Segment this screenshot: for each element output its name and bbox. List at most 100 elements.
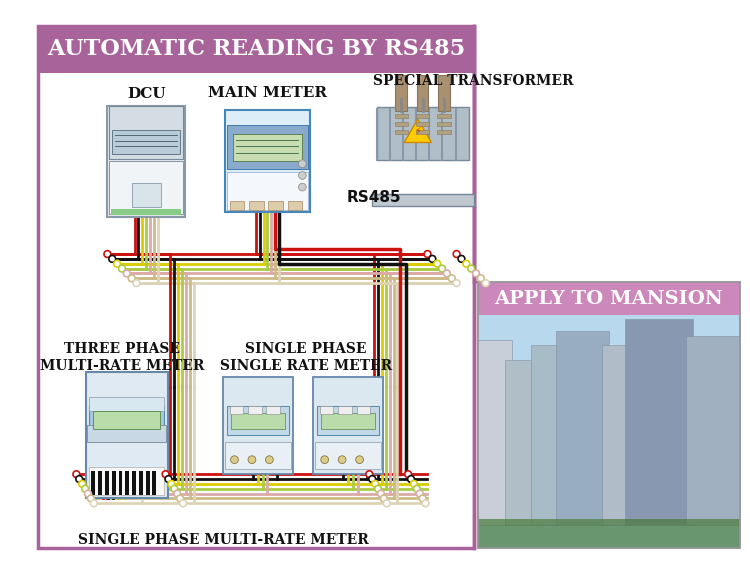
Bar xyxy=(225,110,310,212)
Circle shape xyxy=(468,265,475,272)
Circle shape xyxy=(73,471,80,478)
Bar xyxy=(478,282,740,548)
Circle shape xyxy=(472,270,479,277)
Bar xyxy=(394,114,408,118)
Bar xyxy=(288,201,302,210)
Bar xyxy=(111,210,181,215)
Text: DCU: DCU xyxy=(127,87,166,101)
Circle shape xyxy=(372,480,379,487)
Circle shape xyxy=(162,471,169,478)
Text: THREE PHASE
MULTI-RATE METER: THREE PHASE MULTI-RATE METER xyxy=(40,342,204,374)
Bar xyxy=(230,201,244,210)
Circle shape xyxy=(356,456,364,464)
Bar xyxy=(152,471,156,495)
Circle shape xyxy=(104,251,111,257)
Bar xyxy=(531,345,560,525)
Circle shape xyxy=(453,280,460,286)
Bar xyxy=(98,471,102,495)
Circle shape xyxy=(91,500,98,507)
Circle shape xyxy=(165,476,172,483)
Text: AUTOMATIC READING BY RS485: AUTOMATIC READING BY RS485 xyxy=(46,38,465,60)
Text: RS485: RS485 xyxy=(347,190,401,205)
Text: SINGLE PHASE
SINGLE RATE METER: SINGLE PHASE SINGLE RATE METER xyxy=(220,342,392,374)
Bar xyxy=(394,130,408,134)
Bar xyxy=(437,114,451,118)
Bar xyxy=(313,377,382,474)
Circle shape xyxy=(118,265,125,272)
Text: MAIN METER: MAIN METER xyxy=(208,86,327,100)
Bar xyxy=(226,172,308,210)
Circle shape xyxy=(424,251,431,257)
Circle shape xyxy=(79,480,86,487)
Bar xyxy=(93,411,160,429)
Circle shape xyxy=(248,456,256,464)
Bar xyxy=(372,194,473,205)
Bar xyxy=(478,282,740,315)
Bar xyxy=(416,122,430,126)
Circle shape xyxy=(85,490,92,497)
Bar xyxy=(105,471,109,495)
Circle shape xyxy=(171,486,178,492)
Circle shape xyxy=(369,476,376,483)
Circle shape xyxy=(380,495,387,502)
Bar xyxy=(315,442,381,470)
Bar xyxy=(417,75,428,111)
Bar xyxy=(112,130,180,154)
Bar xyxy=(88,425,166,442)
Bar xyxy=(112,471,116,495)
Bar xyxy=(317,406,379,436)
Text: ⚡: ⚡ xyxy=(414,126,422,136)
Bar xyxy=(357,406,370,414)
Bar xyxy=(132,471,136,495)
Circle shape xyxy=(82,486,88,492)
Bar xyxy=(132,183,160,207)
Bar xyxy=(226,125,308,169)
Bar xyxy=(249,201,263,210)
Circle shape xyxy=(453,251,460,257)
Circle shape xyxy=(377,490,384,497)
Circle shape xyxy=(458,255,465,262)
Polygon shape xyxy=(404,119,431,142)
Bar xyxy=(38,26,474,73)
Bar xyxy=(437,130,451,134)
Bar xyxy=(89,467,164,495)
Bar xyxy=(38,26,474,548)
Circle shape xyxy=(463,261,470,267)
Text: APPLY TO MANSION: APPLY TO MANSION xyxy=(494,290,723,308)
Circle shape xyxy=(180,500,187,507)
Bar xyxy=(478,340,512,525)
Circle shape xyxy=(124,270,130,277)
Bar xyxy=(92,471,95,495)
Circle shape xyxy=(433,261,440,267)
Bar xyxy=(107,106,185,217)
Bar xyxy=(110,161,183,214)
Bar xyxy=(225,442,291,470)
Circle shape xyxy=(422,500,429,507)
Text: SPECIAL TRANSFORMER: SPECIAL TRANSFORMER xyxy=(373,75,573,88)
Bar xyxy=(437,122,451,126)
Bar xyxy=(338,406,352,414)
Bar xyxy=(478,519,740,548)
Circle shape xyxy=(298,172,306,179)
Bar xyxy=(686,335,740,525)
Bar xyxy=(602,345,632,525)
Bar xyxy=(226,406,289,436)
Bar xyxy=(125,471,129,495)
Circle shape xyxy=(338,456,346,464)
Bar xyxy=(86,373,168,498)
Circle shape xyxy=(177,495,184,502)
Bar xyxy=(139,471,142,495)
Circle shape xyxy=(439,265,446,272)
Bar xyxy=(478,282,740,548)
Circle shape xyxy=(405,471,412,478)
Circle shape xyxy=(416,490,423,497)
Circle shape xyxy=(76,476,82,483)
Circle shape xyxy=(478,275,484,282)
Circle shape xyxy=(407,476,415,483)
Circle shape xyxy=(443,270,450,277)
Bar xyxy=(416,114,430,118)
Bar xyxy=(556,331,609,525)
Circle shape xyxy=(109,255,115,262)
Bar xyxy=(505,360,544,525)
Circle shape xyxy=(562,340,630,408)
